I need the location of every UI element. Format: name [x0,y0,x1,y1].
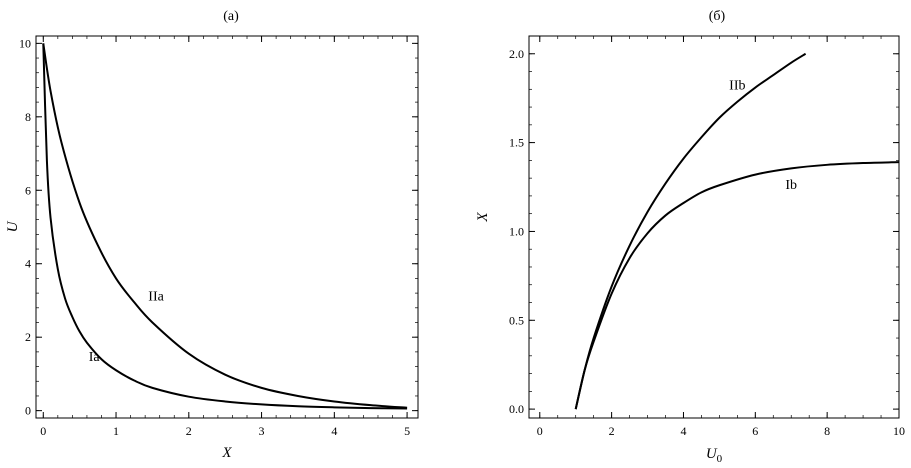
panel-b-y-axis-label: X [475,212,491,223]
series-line-Ib [574,161,900,410]
x-tick-label: 8 [824,424,830,438]
panel-b-x-axis-label: U0 [706,446,723,465]
y-tick-label: 0.0 [509,402,524,416]
panel-a-x-axis-label: X [221,445,232,461]
y-tick-label: 2 [25,330,31,344]
curve-label-Ib: Ib [785,178,797,193]
x-tick-label: 6 [752,424,758,438]
x-tick-label: 10 [893,424,905,438]
curve-label-Ia: Ia [89,350,101,365]
panel-a-y-axis-label: U [5,220,21,232]
panel-a-curves [42,43,408,410]
x-tick-label: 5 [404,424,410,438]
panel-a-frame [35,35,419,419]
y-tick-label: 0 [25,404,31,418]
series-line-IIa [42,43,408,409]
y-tick-label: 1.5 [509,136,524,150]
panel-a-title: (a) [223,9,239,24]
x-tick-label: 0 [537,424,543,438]
y-tick-label: 6 [25,183,31,197]
panel-b-title: (б) [709,9,726,24]
y-tick-label: 2.0 [509,47,524,61]
curve-label-IIa: IIa [148,289,164,304]
panel-b-curves [574,52,900,410]
x-tick-label: 2 [186,424,192,438]
panel-b-ticks: 0 2 4 6 8 10 0.0 0.5 1.0 1.5 2.0 [509,35,905,438]
x-tick-label: 1 [113,424,119,438]
panel-a-curve-labels: Ia IIa [89,289,165,365]
panel-b-frame [528,35,900,419]
y-tick-label: 4 [25,257,31,271]
panel-b: (б) 0 2 4 6 8 10 0.0 0.5 1.0 1.5 2.0 Ib IIb U0 X [475,9,905,465]
y-tick-label: 8 [25,110,31,124]
x-tick-label: 2 [609,424,615,438]
panel-b-x-axis-subscript: 0 [717,453,723,465]
x-tick-label: 4 [680,424,686,438]
curve-label-IIb: IIb [729,78,745,93]
x-tick-label: 0 [40,424,46,438]
y-tick-label: 0.5 [509,313,524,327]
panel-b-curve-labels: Ib IIb [729,78,797,192]
x-tick-label: 4 [331,424,337,438]
y-tick-label: 10 [19,36,31,50]
x-tick-label: 3 [259,424,265,438]
series-line-Ia [42,43,408,410]
y-tick-label: 1.0 [509,224,524,238]
panel-a-ticks: 0 1 2 3 4 5 0 2 4 6 8 10 [19,36,418,438]
panel-a: (a) 0 1 2 3 4 5 0 2 4 6 8 10 Ia IIa X U [5,9,419,461]
series-line-IIb [574,52,807,410]
